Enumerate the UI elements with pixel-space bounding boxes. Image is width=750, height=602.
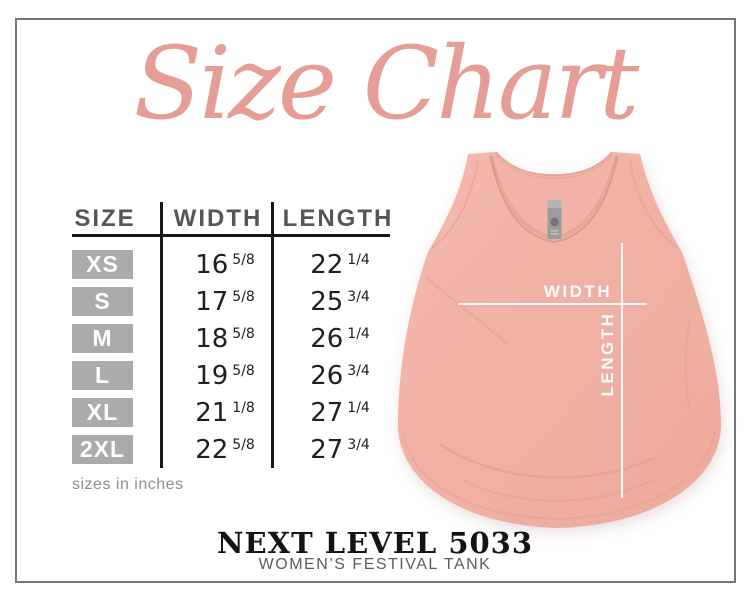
size-badge-m: M — [72, 324, 133, 353]
units-note: sizes in inches — [72, 476, 184, 493]
neck-label-tag — [547, 200, 562, 239]
width-whole: 16 — [195, 250, 229, 280]
length-value-xl: 27 1/4 — [285, 397, 395, 428]
width-value-l: 19 5/8 — [173, 360, 277, 391]
length-value-m: 26 1/4 — [285, 323, 395, 354]
armhole-seam-left — [431, 159, 479, 249]
back-neck-seam — [495, 151, 613, 176]
size-badge-2xl: 2XL — [72, 435, 133, 464]
width-value-xl: 21 1/8 — [173, 397, 277, 428]
column-header-size: SIZE — [74, 205, 136, 232]
wrinkle — [461, 477, 659, 502]
table-header-rule — [72, 234, 390, 237]
size-badge-s: S — [72, 287, 133, 316]
length-whole: 22 — [310, 250, 344, 280]
size-badge-l: L — [72, 361, 133, 390]
width-whole: 22 — [195, 435, 229, 465]
column-header-width: WIDTH — [173, 205, 263, 232]
wrinkle — [684, 317, 691, 407]
width-value-s: 17 5/8 — [173, 286, 277, 317]
width-fraction: 1/8 — [232, 400, 255, 416]
length-value-l: 26 3/4 — [285, 360, 395, 391]
width-whole: 19 — [195, 361, 229, 391]
front-neck-seam — [490, 155, 618, 244]
length-fraction: 1/4 — [347, 400, 370, 416]
width-measure-label: WIDTH — [544, 282, 612, 301]
size-badge-xs: XS — [72, 250, 133, 279]
length-whole: 27 — [310, 435, 344, 465]
armhole-seam-right — [629, 159, 679, 249]
page-title: Size Chart — [133, 25, 640, 142]
width-fraction: 5/8 — [232, 326, 255, 342]
width-fraction: 5/8 — [232, 437, 255, 453]
length-measure-label: LENGTH — [598, 312, 617, 397]
hem-seam — [403, 429, 716, 520]
length-fraction: 3/4 — [347, 437, 370, 453]
wrinkle — [425, 277, 509, 345]
table-divider-1 — [160, 202, 163, 468]
width-fraction: 5/8 — [232, 289, 255, 305]
tank-top-image: WIDTH LENGTH — [390, 148, 735, 538]
width-fraction: 5/8 — [232, 252, 255, 268]
length-fraction: 3/4 — [347, 363, 370, 379]
length-value-xs: 22 1/4 — [285, 249, 395, 280]
width-value-xs: 16 5/8 — [173, 249, 277, 280]
tank-top-svg: WIDTH LENGTH — [398, 151, 721, 528]
length-whole: 27 — [310, 398, 344, 428]
length-whole: 26 — [310, 324, 344, 354]
wrinkle — [439, 442, 655, 479]
length-value-s: 25 3/4 — [285, 286, 395, 317]
width-value-2xl: 22 5/8 — [173, 434, 277, 465]
length-fraction: 1/4 — [347, 326, 370, 342]
length-whole: 25 — [310, 287, 344, 317]
length-whole: 26 — [310, 361, 344, 391]
product-name: NEXT LEVEL 5033 — [216, 526, 534, 560]
width-fraction: 5/8 — [232, 363, 255, 379]
length-value-2xl: 27 3/4 — [285, 434, 395, 465]
width-whole: 18 — [195, 324, 229, 354]
width-whole: 17 — [195, 287, 229, 317]
length-fraction: 1/4 — [347, 252, 370, 268]
column-header-length: LENGTH — [282, 205, 394, 232]
tank-silhouette — [398, 152, 721, 528]
width-value-m: 18 5/8 — [173, 323, 277, 354]
table-divider-2 — [271, 202, 274, 468]
product-subtitle: WOMEN’S FESTIVAL TANK — [258, 556, 492, 573]
tank-back-panel — [491, 152, 617, 242]
length-fraction: 3/4 — [347, 289, 370, 305]
back-neck-binding — [495, 154, 613, 179]
width-whole: 21 — [195, 398, 229, 428]
size-badge-xl: XL — [72, 398, 133, 427]
